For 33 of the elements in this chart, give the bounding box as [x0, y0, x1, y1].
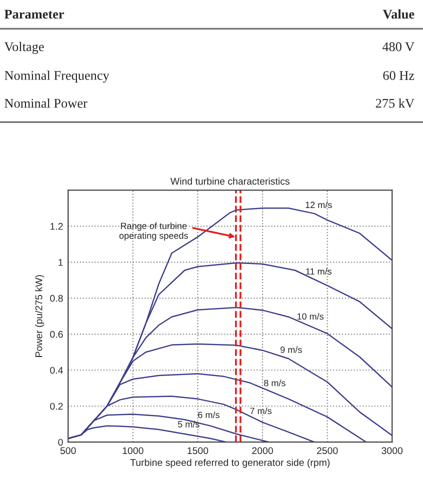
annotation: 10 m/s — [297, 313, 324, 320]
annotation: Range of turbine operating speeds — [119, 222, 188, 241]
annotation: 8 m/s — [264, 380, 286, 386]
text: 480 V — [382, 42, 414, 52]
y-tick-label: 0 — [58, 438, 63, 446]
text: Value — [382, 9, 414, 19]
x-tick-label: 500 — [60, 447, 76, 454]
y-tick-label: 0.8 — [50, 294, 63, 302]
y-tick-label: 0.4 — [50, 366, 63, 374]
annotation: 9 m/s — [280, 346, 302, 353]
y-tick-label: 0.2 — [50, 402, 63, 410]
text: Nominal Power — [4, 98, 88, 108]
y-axis-title: Power (pu/275 kW) — [35, 275, 44, 357]
chart-title: Wind turbine characteristics — [170, 178, 290, 185]
x-tick-label: 3000 — [382, 447, 403, 454]
annotation: 5 m/s — [178, 420, 200, 428]
y-tick-label: 1.2 — [50, 222, 63, 230]
x-tick-label: 1000 — [122, 447, 144, 454]
x-tick-label: 1500 — [188, 447, 208, 454]
text: 275 kV — [376, 98, 414, 108]
text: Nominal Frequency — [4, 70, 110, 83]
y-tick-label: 1 — [58, 258, 63, 266]
annotation: 12 m/s — [306, 201, 332, 208]
annotation: 6 m/s — [198, 411, 220, 418]
text: Parameter — [4, 10, 64, 19]
text: Voltage — [4, 42, 44, 54]
annotation: 11 m/s — [306, 268, 332, 275]
x-tick-label: 2000 — [252, 447, 273, 454]
text: 60 Hz — [383, 71, 414, 80]
x-tick-label: 2500 — [316, 447, 338, 454]
y-tick-label: 0.6 — [50, 330, 63, 338]
annotation: 7 m/s — [250, 407, 272, 414]
x-axis-title: Turbine speed referred to generator side (rpm) — [130, 458, 330, 468]
